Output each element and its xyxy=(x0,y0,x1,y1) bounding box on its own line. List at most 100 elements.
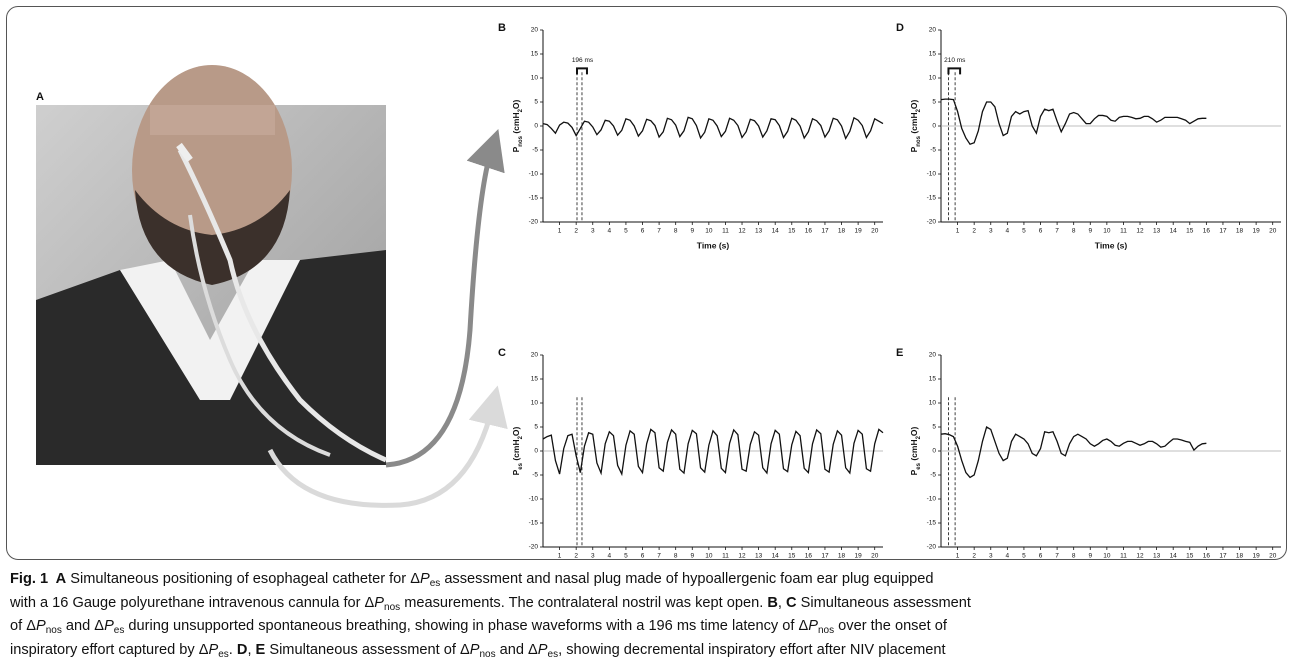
x-tick-label: 14 xyxy=(1170,228,1178,235)
x-tick-label: 1 xyxy=(558,553,562,560)
x-tick-label: 15 xyxy=(788,553,796,560)
panel-label: D xyxy=(896,22,904,34)
y-tick-label: -15 xyxy=(927,520,937,527)
x-tick-label: 8 xyxy=(674,553,678,560)
panel-label: B xyxy=(498,22,506,34)
x-tick-label: 6 xyxy=(1039,553,1043,560)
y-axis-label-part: 2 xyxy=(916,435,922,439)
x-tick-label: 3 xyxy=(591,553,595,560)
x-tick-label: 11 xyxy=(1120,553,1127,560)
y-tick-label: -5 xyxy=(532,472,538,479)
y-tick-label: -20 xyxy=(529,219,539,226)
x-tick-label: 3 xyxy=(989,228,993,235)
x-tick-label: 14 xyxy=(1170,553,1178,560)
y-tick-label: 0 xyxy=(534,448,538,455)
y-tick-label: -10 xyxy=(529,171,539,178)
annotation: 210 ms xyxy=(944,57,966,64)
caption-text: . xyxy=(228,641,237,658)
x-tick-label: 1 xyxy=(956,228,960,235)
x-tick-label: 3 xyxy=(989,553,993,560)
caption-line: with a 16 Gauge polyurethane intravenous… xyxy=(10,592,971,616)
y-tick-label: -5 xyxy=(930,472,936,479)
x-tick-label: 9 xyxy=(690,553,694,560)
caption-text: P xyxy=(208,641,219,658)
y-tick-label: 0 xyxy=(534,123,538,130)
y-tick-label: 10 xyxy=(531,75,539,82)
x-tick-label: 6 xyxy=(641,228,645,235)
x-tick-label: 18 xyxy=(1236,553,1244,560)
annotation: 196 ms xyxy=(572,57,594,64)
y-axis-label-part: es xyxy=(518,462,524,469)
y-tick-label: 5 xyxy=(932,424,936,431)
x-tick-label: 2 xyxy=(574,553,578,560)
y-tick-label: 10 xyxy=(531,400,539,407)
caption-text: nos xyxy=(384,601,401,613)
x-tick-label: 7 xyxy=(1055,228,1059,235)
x-tick-label: 4 xyxy=(608,553,612,560)
x-tick-label: 4 xyxy=(608,228,612,235)
x-tick-label: 10 xyxy=(705,228,713,235)
y-axis-label-part: O) xyxy=(909,99,919,109)
x-tick-label: 7 xyxy=(657,553,661,560)
y-tick-label: 20 xyxy=(531,27,539,34)
caption-text: P xyxy=(808,618,818,634)
x-tick-label: 12 xyxy=(738,228,746,235)
x-tick-label: 2 xyxy=(972,228,976,235)
caption-text: nos xyxy=(479,648,496,660)
y-tick-label: -20 xyxy=(927,544,937,551)
x-tick-label: 16 xyxy=(805,553,813,560)
y-tick-label: -5 xyxy=(532,147,538,154)
x-tick-label: 9 xyxy=(1088,228,1092,235)
y-axis-label: Pnos (cmH2O) xyxy=(909,99,921,152)
x-tick-label: 16 xyxy=(1203,553,1211,560)
y-axis-label: Pes (cmH2O) xyxy=(511,426,523,475)
x-tick-label: 17 xyxy=(821,228,829,235)
y-axis-label-part: P xyxy=(511,146,521,152)
y-tick-label: 5 xyxy=(932,99,936,106)
x-tick-label: 19 xyxy=(1253,553,1261,560)
x-tick-label: 12 xyxy=(738,553,746,560)
caption-text: es xyxy=(113,625,125,636)
x-tick-label: 14 xyxy=(772,228,780,235)
caption-text: measurements. The contralateral nostril … xyxy=(400,594,768,611)
x-tick-label: 20 xyxy=(871,228,879,235)
caption-text: over the onset of xyxy=(834,618,947,634)
y-axis-label-part: (cmH xyxy=(511,439,521,463)
x-tick-label: 19 xyxy=(855,553,863,560)
panel-label: E xyxy=(896,347,903,359)
x-tick-label: 10 xyxy=(1103,553,1111,560)
caption-text: nos xyxy=(817,625,835,636)
photo xyxy=(36,65,387,465)
caption-text: and Δ xyxy=(61,618,105,634)
caption-text: es xyxy=(218,648,229,660)
caption-text: and Δ xyxy=(495,641,538,658)
caption-text: , xyxy=(777,594,787,611)
x-tick-label: 10 xyxy=(705,553,713,560)
x-tick-label: 1 xyxy=(956,553,960,560)
x-axis-label: Time (s) xyxy=(1095,240,1128,250)
x-tick-label: 12 xyxy=(1136,553,1144,560)
y-tick-label: 20 xyxy=(929,27,937,34)
x-tick-label: 20 xyxy=(871,553,879,560)
caption-text: Simultaneous assessment xyxy=(796,594,971,611)
x-tick-label: 8 xyxy=(1072,553,1076,560)
x-tick-label: 7 xyxy=(1055,553,1059,560)
x-tick-label: 5 xyxy=(1022,228,1026,235)
y-tick-label: -20 xyxy=(927,219,937,226)
y-axis-label-part: O) xyxy=(511,99,521,109)
y-axis-label-part: 2 xyxy=(518,435,524,439)
data-line xyxy=(542,116,884,141)
y-tick-label: -10 xyxy=(927,496,937,503)
x-tick-label: 13 xyxy=(1153,228,1161,235)
y-tick-label: 15 xyxy=(929,376,937,383)
x-tick-label: 16 xyxy=(805,228,813,235)
caption-text: P xyxy=(35,618,46,634)
caption-text: during unsupported spontaneous breathing… xyxy=(124,618,809,634)
caption-text: Fig. 1 xyxy=(10,571,49,587)
y-axis-label-part: nos xyxy=(916,135,922,146)
caption-text: es xyxy=(547,648,559,660)
x-tick-label: 19 xyxy=(855,228,863,235)
x-tick-label: 9 xyxy=(690,228,694,235)
x-tick-label: 15 xyxy=(1186,553,1194,560)
